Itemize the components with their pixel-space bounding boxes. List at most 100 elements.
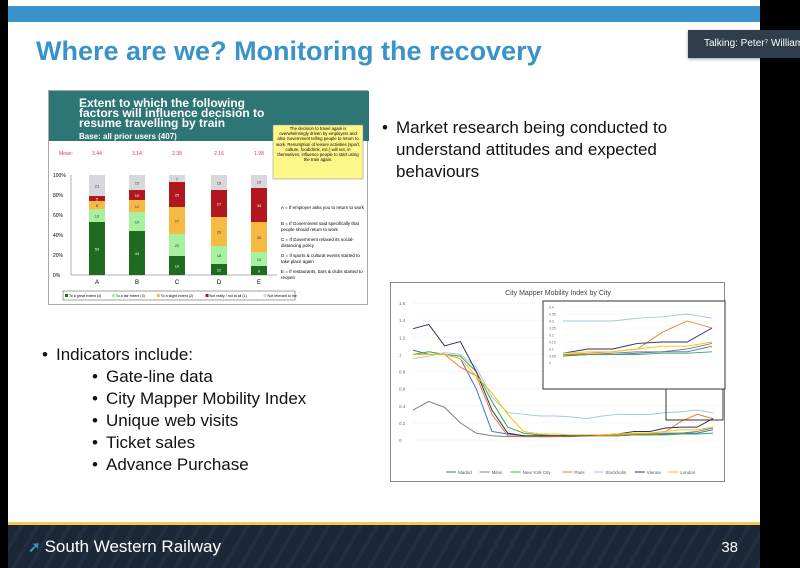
key-item: E = If restaurants, bars & clubs started…	[281, 269, 363, 280]
bar-value-label: 25	[175, 193, 180, 198]
bar-value-label: 15	[217, 181, 222, 186]
slide: Where are we? Monitoring the recovery Ex…	[8, 0, 760, 568]
bar-segment	[251, 252, 267, 266]
bar-value-label: 15	[135, 181, 140, 186]
legend-label: Milan	[492, 470, 503, 475]
mean-value: 3.14	[132, 151, 142, 157]
bullet-item: Unique web visits	[92, 410, 306, 432]
key-text: C = If Government relaxed its social-dis…	[281, 237, 354, 248]
bar-segment	[129, 231, 145, 275]
inset-chart-box	[542, 300, 726, 390]
callout-text: The decision to travel again is overwhel…	[275, 126, 361, 163]
bar-segment	[169, 182, 185, 207]
bar-value-label: 44	[135, 251, 140, 256]
bar-segment	[169, 256, 185, 275]
bar-segment	[211, 264, 227, 275]
bar-value-label: 14	[257, 257, 262, 262]
category-label: A	[95, 280, 99, 286]
legend-label: London	[680, 470, 696, 475]
key-item: B = If Government said specifically that…	[281, 221, 359, 232]
y-tick-label: 100%	[53, 173, 66, 179]
chart-title: City Mapper Mobility Index by City	[505, 290, 611, 297]
bar-segment	[129, 190, 145, 200]
inset-y-tick-label: 0	[549, 362, 551, 366]
talking-indicator: Talking: Peter⁷ Williams	[688, 30, 800, 58]
legend-box	[62, 290, 296, 301]
inset-series-line	[562, 327, 713, 354]
legend-swatch	[156, 294, 160, 297]
survey-bar-chart: Extent to which the following factors wil…	[48, 90, 369, 305]
bar-value-label: 7	[176, 177, 179, 182]
bar-segment	[211, 217, 227, 246]
bar-segment	[89, 222, 105, 275]
legend-label: Paris	[574, 470, 585, 475]
y-tick-label: 0.4	[399, 404, 406, 409]
series-line-london	[413, 353, 714, 436]
category-label: E	[257, 280, 261, 286]
inset-y-tick-label: 0.3	[549, 320, 554, 324]
slide-title: Where are we? Monitoring the recovery	[36, 36, 542, 66]
legend-label: Vienna	[647, 470, 661, 475]
y-tick-label: 40%	[53, 233, 64, 239]
series-line-stockholm	[412, 352, 714, 420]
footer: ➚ South Western Railway 38	[8, 522, 760, 568]
bar-value-label: 30	[257, 235, 262, 240]
bar-value-label: 8	[96, 203, 99, 208]
legend-label: Not really / not at all (1)	[210, 294, 247, 298]
bar-value-label: 10	[135, 193, 140, 198]
y-tick-label: 1	[399, 352, 402, 357]
bar-segment	[251, 222, 267, 252]
citymapper-line-chart: City Mapper Mobility Index by City 0 0.2 0.…	[390, 282, 726, 482]
legend-label: Not relevant to me	[268, 294, 297, 298]
key-item: D = If sports & cultural events started …	[281, 253, 360, 264]
inset-y-tick-label: 0.35	[549, 313, 556, 317]
brand-name: South Western Railway	[44, 537, 221, 556]
bar-value-label: 13	[257, 180, 262, 185]
chart-title: factors will influence decision to	[79, 106, 264, 120]
bullet-heading: Indicators include:	[42, 344, 306, 366]
bar-value-label: 21	[95, 184, 100, 189]
bullet-item: City Mapper Mobility Index	[92, 388, 306, 410]
bar-value-label: 11	[217, 268, 222, 273]
bar-value-label: 53	[95, 247, 100, 252]
key-item: A = If employer asks you to return to wo…	[281, 205, 364, 210]
series-line-vienna	[412, 323, 714, 437]
mean-value: 2.38	[172, 151, 182, 157]
mean-value: 2.16	[214, 151, 224, 157]
bar-segment	[251, 188, 267, 222]
bar-value-label: 18	[217, 253, 222, 258]
category-label: B	[135, 280, 139, 286]
brand-logo: ➚ South Western Railway	[28, 537, 221, 557]
inset-series-line	[562, 351, 713, 357]
bar-segment	[169, 175, 185, 182]
bullet-item: Advance Purchase	[92, 454, 306, 476]
key-item: C = If Government relaxed its social-dis…	[281, 237, 354, 248]
y-tick-label: 1.4	[399, 318, 406, 323]
bar-segment	[89, 209, 105, 222]
bar-value-label: 13	[95, 214, 100, 219]
inset-series-line	[563, 313, 713, 322]
callout-text-container: The decision to travel again is overwhel…	[275, 126, 361, 163]
inset-series-line	[562, 341, 713, 354]
bar-segment	[211, 175, 227, 190]
mean-value: 3.44	[92, 151, 102, 157]
bar-segment	[129, 212, 145, 231]
key-text: E = If restaurants, bars & clubs started…	[281, 269, 363, 280]
bar-value-label: 5	[96, 197, 99, 202]
bar-segment	[169, 234, 185, 256]
legend-label: Stockholm	[605, 470, 626, 475]
inset-y-tick-label: 0.15	[549, 341, 556, 345]
key-text: A = If employer asks you to return to wo…	[281, 205, 364, 210]
key-text: D = If sports & cultural events started …	[281, 253, 360, 264]
bar-value-label: 34	[257, 203, 262, 208]
chart-title: resume travelling by train	[79, 116, 225, 130]
y-tick-label: 0%	[53, 273, 61, 279]
key-text: B = If Government said specifically that…	[281, 221, 359, 232]
bar-segment	[211, 246, 227, 264]
y-tick-label: 0.6	[399, 387, 406, 392]
bar-value-label: 22	[175, 243, 180, 248]
legend-swatch	[205, 294, 209, 297]
market-research-bullets: Market research being conducted to under…	[382, 117, 702, 183]
inset-y-tick-label: 0.25	[549, 327, 556, 331]
bar-segment	[251, 266, 267, 275]
